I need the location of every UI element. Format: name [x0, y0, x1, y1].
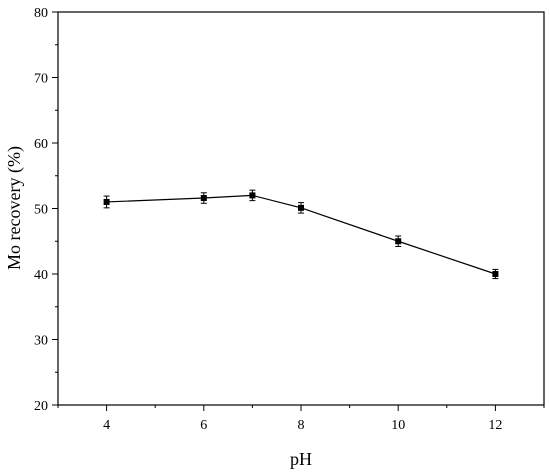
- data-point: [249, 192, 256, 199]
- x-tick-label: 6: [200, 418, 207, 433]
- y-axis-ticks: 20 30 40 50 60 70 80: [34, 6, 58, 414]
- data-point: [200, 195, 207, 202]
- series-line: [106, 194, 496, 275]
- y-tick-label: 60: [34, 137, 48, 152]
- y-axis-title: Mo recovery (%): [4, 146, 25, 270]
- x-tick-label: 10: [391, 418, 405, 433]
- data-point: [103, 198, 110, 205]
- y-tick-label: 40: [34, 268, 48, 283]
- x-axis-title: pH: [290, 449, 312, 469]
- data-point: [395, 238, 402, 245]
- x-tick-label: 12: [488, 418, 502, 433]
- series-mo-recovery: [103, 189, 499, 280]
- y-tick-label: 20: [34, 399, 48, 414]
- y-tick-label: 50: [34, 203, 48, 218]
- data-point: [492, 271, 499, 277]
- x-tick-label: 8: [298, 418, 305, 433]
- data-point: [298, 204, 304, 211]
- y-tick-label: 80: [34, 6, 48, 21]
- x-axis-ticks: 4 6 8 10 12: [57, 405, 545, 433]
- y-tick-label: 30: [34, 334, 48, 349]
- x-tick-label: 4: [103, 418, 110, 433]
- y-tick-label: 70: [34, 72, 48, 87]
